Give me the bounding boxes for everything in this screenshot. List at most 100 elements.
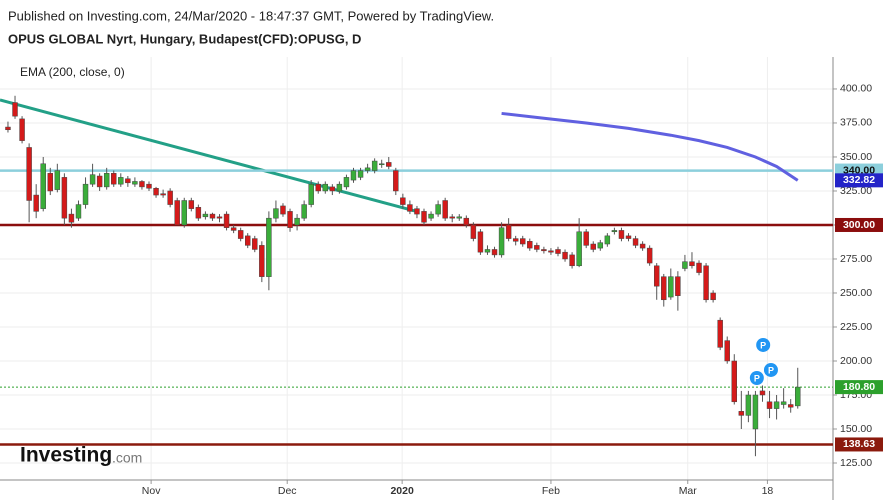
candle-body	[371, 160, 378, 171]
candle-body	[96, 175, 103, 188]
candle-body	[329, 186, 336, 192]
candle-body	[463, 217, 470, 226]
candle-body	[181, 200, 187, 226]
y-tick-label: 225.00	[840, 321, 872, 333]
candle-body	[407, 204, 413, 212]
candle-body	[315, 183, 321, 192]
candle-body	[230, 227, 237, 231]
candle-body	[103, 173, 110, 188]
candle-body	[527, 241, 533, 249]
indicator-label: EMA (200, close, 0)	[20, 65, 125, 79]
y-tick-label: 400.00	[840, 83, 872, 95]
candle-body	[442, 200, 448, 219]
candle-body	[61, 177, 68, 219]
candle-body	[118, 177, 124, 185]
x-tick-label: Dec	[278, 485, 297, 497]
candle-body	[82, 183, 89, 205]
candle-body	[111, 173, 117, 185]
candle-body	[604, 235, 611, 245]
candle-body	[682, 261, 688, 269]
candle-body	[696, 262, 702, 273]
candle-body	[195, 207, 202, 219]
candle-body	[266, 217, 272, 277]
candle-body	[795, 386, 801, 407]
y-tick-label: 350.00	[840, 151, 872, 163]
price-label-box	[835, 437, 883, 452]
ema-line	[501, 111, 799, 182]
candle-body	[675, 276, 681, 296]
candle-body	[766, 401, 773, 409]
p-marker	[756, 337, 771, 352]
candle-body	[287, 211, 293, 228]
candle-body	[294, 217, 300, 226]
logo-suffix: .com	[112, 450, 142, 466]
candle-body	[209, 213, 216, 219]
candle-body	[421, 211, 427, 223]
candle-body	[477, 231, 484, 253]
candle-body	[745, 394, 752, 416]
candle-body	[646, 247, 653, 264]
candle-body	[562, 251, 568, 260]
candle-body	[273, 208, 279, 219]
candle-body	[625, 235, 632, 239]
candle-body	[322, 183, 329, 192]
candle-body	[308, 183, 314, 205]
candle-body	[428, 213, 434, 219]
candle-body	[456, 216, 462, 219]
candle-body	[393, 170, 399, 192]
candle-body	[68, 213, 75, 223]
candle-body	[780, 401, 787, 405]
candle-body	[724, 340, 730, 362]
candle-body	[47, 173, 53, 192]
candle-body	[146, 183, 152, 189]
p-marker-label: P	[760, 340, 766, 350]
candle-body	[202, 213, 209, 218]
candle-body	[12, 102, 18, 117]
p-marker	[749, 370, 764, 385]
candle-body	[216, 216, 223, 219]
candle-body	[174, 200, 180, 226]
candle-body	[512, 238, 519, 242]
candle-body	[336, 183, 343, 192]
candle-body	[132, 181, 138, 185]
candle-body	[618, 230, 625, 239]
y-tick-label: 375.00	[840, 117, 872, 129]
candle-body	[223, 213, 230, 228]
candle-body	[5, 126, 11, 131]
y-tick-label: 125.00	[840, 457, 872, 469]
candle-body	[139, 181, 145, 188]
candle-body	[89, 174, 96, 185]
candle-body	[653, 265, 660, 287]
candle-body	[759, 390, 766, 396]
candle-body	[731, 360, 737, 403]
price-label: 300.00	[843, 219, 875, 231]
price-label-box	[835, 380, 883, 395]
candle-body	[188, 200, 195, 209]
y-tick-label: 325.00	[840, 185, 872, 197]
candle-body	[611, 230, 618, 233]
candle-body	[639, 243, 646, 249]
x-tick-label: Nov	[142, 485, 161, 497]
candle-body	[33, 194, 39, 212]
candle-body	[668, 276, 674, 298]
candle-body	[505, 224, 512, 239]
candle-body	[717, 319, 723, 348]
candle-body	[632, 238, 639, 246]
trendline	[0, 98, 416, 213]
candle-body	[583, 231, 589, 246]
candle-body	[576, 231, 582, 267]
candle-body	[301, 204, 307, 219]
candle-body	[498, 227, 505, 256]
candle-body	[167, 190, 173, 205]
x-tick-label: 2020	[390, 485, 414, 497]
p-marker	[763, 362, 778, 377]
y-tick-label: 200.00	[840, 355, 872, 367]
candle-body	[787, 404, 794, 408]
candle-body	[378, 163, 385, 166]
candle-body	[259, 245, 265, 277]
candle-body	[689, 261, 695, 267]
candle-body	[75, 204, 82, 219]
price-label-box	[835, 173, 883, 188]
candle-body	[160, 193, 166, 196]
